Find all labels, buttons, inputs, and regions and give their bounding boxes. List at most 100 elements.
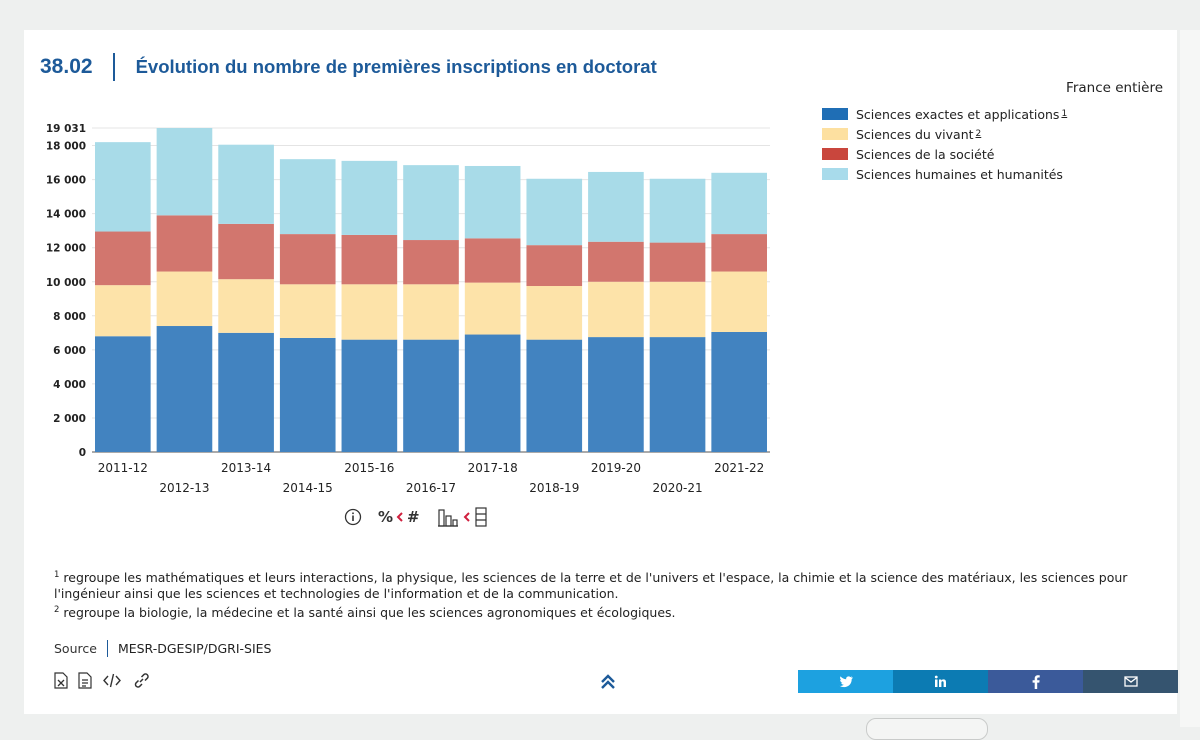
bar-segment [588, 337, 644, 452]
bar-segment [156, 128, 213, 216]
bar-segment [464, 165, 521, 239]
figure-title: Évolution du nombre de premières inscrip… [135, 56, 657, 77]
bar-segment [649, 337, 706, 452]
hash-symbol: # [407, 508, 420, 526]
percent-toggle[interactable]: % # [378, 508, 420, 526]
y-tick-label: 8 000 [53, 311, 86, 323]
legend-label: Sciences de la société [856, 146, 995, 162]
bar-segment [156, 215, 213, 272]
bar-segment [341, 339, 398, 452]
x-tick-label: 2012-13 [159, 481, 209, 495]
bar-segment [95, 285, 151, 337]
info-icon [344, 508, 362, 526]
x-tick-label: 2011-12 [98, 461, 148, 475]
bar-segment [711, 234, 767, 272]
footnotes: 1 regroupe les mathématiques et leurs in… [54, 567, 1164, 621]
linkedin-icon [934, 675, 946, 687]
y-tick-label: 6 000 [53, 345, 86, 357]
bar-segment [218, 332, 274, 452]
bar-segment [218, 144, 274, 224]
source-line: Source MESR-DGESIP/DGRI-SIES [54, 640, 271, 657]
bar-segment [156, 271, 213, 327]
legend-note[interactable]: 2 [975, 129, 982, 139]
y-tick-label: 4 000 [53, 379, 86, 391]
embed-code-button[interactable] [102, 672, 122, 689]
bar-segment [711, 172, 767, 235]
bar-segment [95, 231, 151, 286]
chevron-left-icon [463, 512, 470, 522]
bar-segment [526, 178, 583, 246]
y-tick-label: 12 000 [46, 243, 86, 255]
header-divider [112, 53, 115, 81]
chart-controls: % # [344, 506, 504, 528]
scroll-top-button[interactable] [598, 673, 618, 695]
x-tick-label: 2021-22 [714, 461, 764, 475]
bar-chart-icon [437, 509, 458, 527]
legend-label: Sciences exactes et applications [856, 106, 1060, 122]
bar-segment [341, 160, 398, 235]
y-tick-label: 19 031 [46, 123, 86, 135]
bar-segment [526, 286, 583, 340]
source-label: Source [54, 641, 97, 656]
stacked-bar-icon [475, 507, 487, 527]
bottom-widget[interactable] [866, 718, 988, 740]
page-scroll-area [1180, 30, 1200, 727]
bar-segment [218, 279, 274, 333]
excel-file-icon [54, 672, 68, 689]
bar-segment [649, 178, 706, 243]
code-icon [103, 673, 121, 688]
share-linkedin-button[interactable] [893, 670, 988, 693]
footnote-marker: 2 [54, 605, 60, 616]
x-tick-label: 2020-21 [652, 481, 702, 495]
bar-segment [279, 159, 336, 235]
link-icon [134, 673, 149, 688]
figure-number: 38.02 [40, 55, 93, 78]
bar-segment [711, 271, 767, 332]
bar-segment [218, 223, 274, 280]
x-tick-label: 2013-14 [221, 461, 271, 475]
bar-segment [279, 337, 336, 452]
download-excel-button[interactable] [54, 672, 68, 689]
source-divider [106, 640, 108, 657]
share-twitter-button[interactable] [798, 670, 893, 693]
legend-item-societe[interactable]: Sciences de la société [822, 144, 1067, 164]
copy-link-button[interactable] [132, 672, 150, 689]
footnote-text: regroupe la biologie, la médecine et la … [63, 605, 676, 621]
stacked-bar-chart: 0 2 000 4 000 6 000 8 000 10 000 12 000 14 000 1… [46, 123, 770, 495]
bar-segment [464, 334, 521, 452]
legend-item-exactes[interactable]: Sciences exactes et applications 1 [822, 104, 1067, 124]
legend-swatch [822, 168, 848, 180]
bar-segment [341, 234, 398, 285]
figure-card: 38.02 Évolution du nombre de premières i… [24, 30, 1178, 714]
source-value: MESR-DGESIP/DGRI-SIES [117, 641, 272, 656]
download-document-button[interactable] [78, 672, 92, 689]
share-facebook-button[interactable] [988, 670, 1083, 693]
email-icon [1123, 676, 1138, 687]
legend-note[interactable]: 1 [1061, 109, 1068, 119]
footnote-2: 2 regroupe la biologie, la médecine et l… [54, 602, 1164, 621]
share-email-button[interactable] [1083, 670, 1178, 693]
legend-item-vivant[interactable]: Sciences du vivant 2 [822, 124, 1067, 144]
bar-segment [588, 241, 644, 282]
facebook-icon [1032, 674, 1040, 689]
document-icon [78, 672, 92, 689]
bar-segment [341, 284, 398, 340]
info-button[interactable] [344, 508, 362, 526]
y-tick-label: 14 000 [46, 209, 86, 221]
legend-item-humaines[interactable]: Sciences humaines et humanités [822, 164, 1067, 184]
double-chevron-up-icon [601, 674, 615, 689]
chart-type-toggle[interactable] [436, 506, 488, 528]
y-tick-label: 18 000 [46, 141, 86, 153]
x-tick-label: 2014-15 [283, 481, 333, 495]
legend-label: Sciences humaines et humanités [856, 166, 1063, 182]
bar-segment [95, 336, 151, 452]
y-tick-label: 2 000 [53, 413, 86, 425]
legend-swatch [822, 108, 848, 120]
chart-legend: Sciences exactes et applications 1 Scien… [822, 104, 1067, 184]
bar-segment [403, 240, 459, 285]
share-bar [798, 670, 1178, 693]
legend-swatch [822, 148, 848, 160]
figure-header: 38.02 Évolution du nombre de premières i… [40, 52, 657, 82]
bar-segment [711, 331, 767, 452]
footnote-1: 1 regroupe les mathématiques et leurs in… [54, 567, 1164, 602]
